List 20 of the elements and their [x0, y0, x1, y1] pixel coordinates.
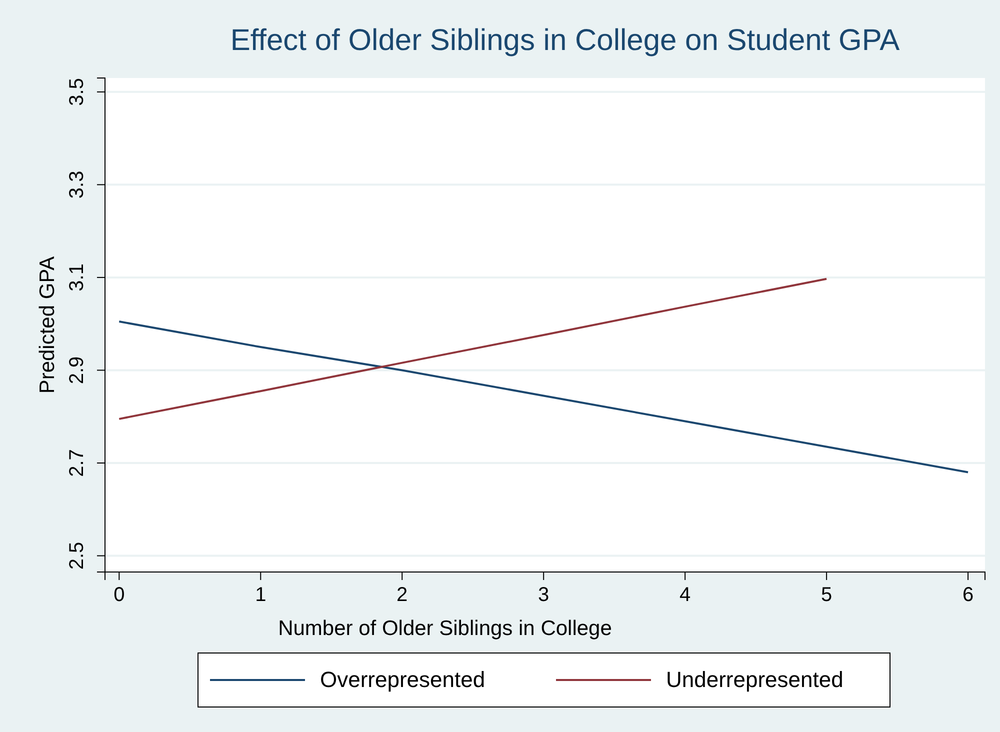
y-tick-label: 3.1: [66, 264, 88, 292]
y-tick-label: 3.3: [66, 170, 88, 199]
x-tick-label: 6: [962, 584, 974, 606]
chart-title: Effect of Older Siblings in College on Student GPA: [230, 24, 900, 57]
x-tick-label: 2: [396, 584, 408, 606]
y-axis-title: Predicted GPA: [36, 256, 59, 394]
y-tick-label: 2.9: [66, 356, 88, 384]
x-tick-label: 0: [114, 584, 125, 606]
x-tick-label: 4: [680, 584, 691, 606]
x-tick-label: 1: [255, 584, 266, 606]
y-tick-label: 2.7: [66, 449, 88, 477]
x-tick-label: 5: [820, 584, 832, 606]
legend-label: Underrepresented: [666, 667, 844, 692]
line-series: [118, 278, 828, 420]
line-series: [118, 320, 970, 474]
y-tick-label: 3.5: [66, 78, 88, 106]
x-axis-title: Number of Older Siblings in College: [278, 617, 612, 640]
legend-label: Overrepresented: [320, 667, 486, 692]
x-tick-label: 3: [538, 584, 550, 606]
y-tick-label: 2.5: [66, 542, 88, 570]
